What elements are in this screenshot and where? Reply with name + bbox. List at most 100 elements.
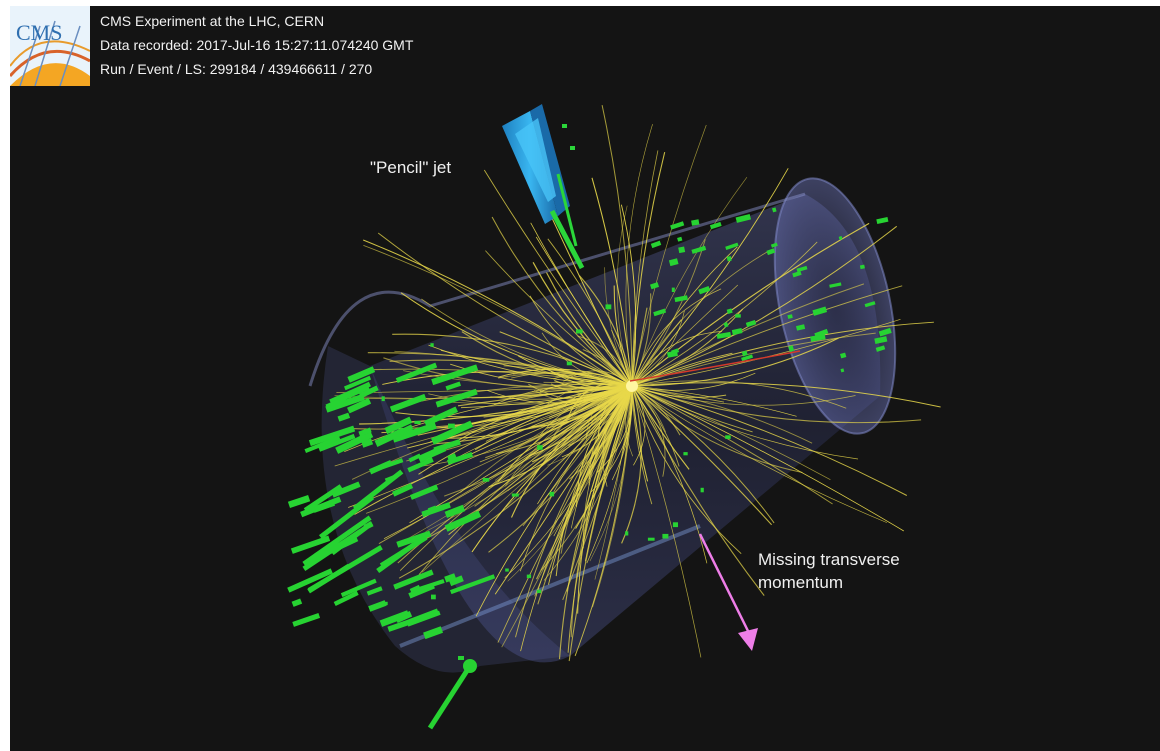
hit (444, 504, 466, 519)
hit (376, 542, 417, 574)
hit (392, 422, 437, 443)
track (631, 382, 941, 408)
hit (726, 256, 732, 262)
hit (304, 435, 341, 454)
track (631, 385, 859, 460)
track (601, 104, 633, 387)
track (425, 385, 633, 532)
hit (674, 295, 688, 303)
track (474, 385, 633, 507)
track (545, 272, 633, 387)
track (631, 168, 789, 387)
hit (318, 433, 356, 452)
hit (650, 282, 660, 290)
track (631, 385, 904, 532)
track (631, 307, 648, 387)
hit (526, 574, 532, 579)
hit (450, 574, 496, 595)
hit (859, 264, 865, 270)
hit (876, 217, 889, 224)
hit (772, 207, 777, 213)
track (631, 385, 681, 436)
track (631, 385, 831, 481)
hit (672, 522, 678, 528)
hit (392, 483, 414, 497)
track (363, 245, 633, 387)
track (631, 250, 770, 387)
hit (735, 314, 741, 318)
track (631, 222, 870, 387)
hit (431, 364, 479, 386)
hit (549, 491, 555, 497)
track (577, 335, 633, 387)
hit (875, 345, 886, 352)
hit (670, 221, 685, 230)
track (532, 262, 633, 387)
hit (792, 270, 802, 278)
hit (735, 213, 752, 223)
hit (683, 452, 688, 456)
hit (379, 610, 410, 627)
hit (374, 427, 406, 447)
hit (393, 569, 434, 590)
hit (668, 258, 679, 267)
hit (796, 265, 808, 273)
track (575, 385, 633, 529)
hit (482, 478, 490, 482)
hit (307, 563, 351, 594)
calorimeter-hits (287, 207, 892, 640)
interaction-vertex (626, 380, 638, 392)
hit (810, 333, 826, 342)
hit (430, 343, 434, 347)
pencil-jet-label: "Pencil" jet (370, 158, 452, 177)
track (496, 385, 633, 455)
tracks (334, 104, 941, 662)
track (460, 385, 633, 409)
red-track (629, 350, 801, 382)
track (401, 385, 633, 543)
track (499, 331, 633, 387)
hit (653, 308, 667, 317)
hit (444, 510, 482, 532)
track (631, 246, 738, 387)
hit (408, 453, 422, 463)
hit (408, 608, 440, 626)
track (631, 337, 839, 387)
track (365, 385, 633, 514)
hit (423, 626, 444, 640)
hit (291, 598, 303, 607)
forward-muon-hits (427, 656, 477, 730)
track (631, 385, 803, 474)
hit (287, 568, 333, 593)
hit (384, 601, 388, 606)
hit (625, 531, 629, 536)
track (591, 177, 633, 387)
hit (290, 535, 331, 554)
track (631, 385, 797, 417)
hit (731, 328, 743, 336)
hit (788, 345, 795, 352)
pencil-jet (502, 104, 585, 270)
track (631, 151, 666, 387)
hit (287, 495, 311, 509)
hit (647, 537, 655, 541)
met-arrow (698, 533, 758, 651)
hit (505, 568, 509, 572)
hit (435, 388, 478, 408)
run-event-ls: Run / Event / LS: 299184 / 439466611 / 2… (100, 61, 373, 77)
track (491, 216, 633, 387)
hit (331, 481, 361, 498)
hit (361, 438, 374, 448)
hit (770, 242, 778, 248)
track (348, 385, 633, 508)
hit (796, 324, 806, 331)
track (621, 385, 642, 544)
hit (840, 352, 847, 359)
track (631, 385, 833, 505)
track (586, 385, 633, 437)
track (383, 357, 633, 390)
hit (359, 385, 379, 399)
hit (700, 487, 704, 493)
track (520, 385, 633, 652)
